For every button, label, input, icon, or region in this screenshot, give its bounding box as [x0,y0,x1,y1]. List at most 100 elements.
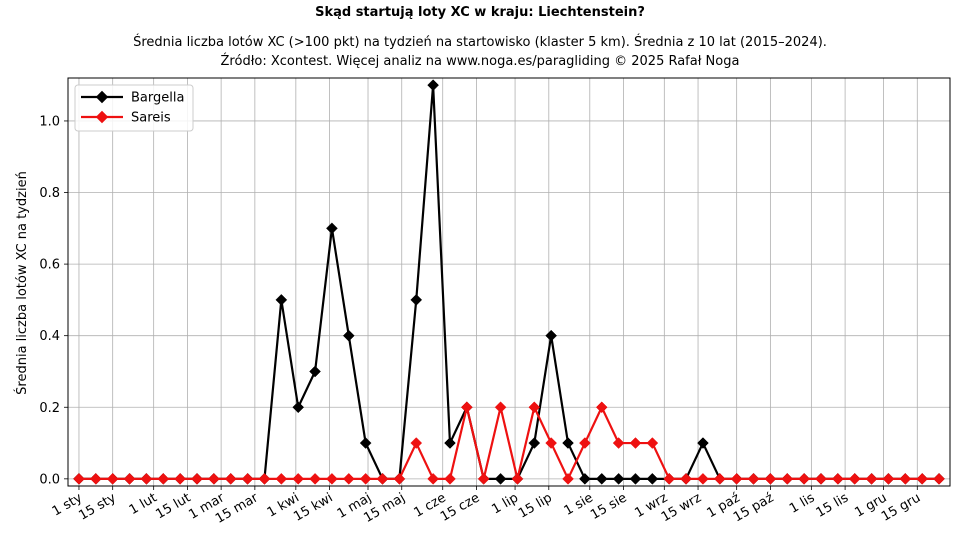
data-point-bargella [427,79,439,92]
data-point-sareis [359,472,372,485]
y-tick-label: 0.0 [39,472,60,487]
data-point-bargella [292,401,305,414]
data-point-sareis [174,472,187,485]
data-point-sareis [781,472,794,485]
data-point-sareis [241,472,254,485]
x-tick-label: 15 lip [516,490,555,521]
data-point-bargella [545,329,558,342]
data-point-bargella [528,437,541,449]
data-point-sareis [393,472,406,485]
y-tick-label: 0.6 [39,258,60,273]
plot-frame [67,77,951,487]
data-point-bargella [275,294,288,306]
y-tick-label: 0.8 [39,186,60,201]
data-point-sareis [511,472,524,485]
chart-title: Skąd startują loty XC w kraju: Liechtens… [315,5,645,20]
x-tick-label: 15 kwi [291,490,335,524]
data-point-sareis [427,472,439,485]
x-tick-label: 15 cze [438,490,482,524]
data-point-sareis [106,472,119,485]
data-point-sareis [460,401,473,414]
data-point-sareis [73,472,85,485]
data-point-sareis [899,472,912,485]
legend-marker-bargella [95,90,109,104]
data-point-sareis [275,472,288,485]
data-point-sareis [713,472,726,485]
data-point-sareis [730,472,743,485]
data-point-sareis [831,472,844,485]
data-point-sareis [224,472,237,485]
data-point-bargella [326,222,338,235]
legend-label-bargella: Bargella [131,91,184,106]
data-point-sareis [494,401,507,414]
data-point-bargella [444,437,456,449]
data-point-sareis [697,472,709,485]
data-point-bargella [309,365,321,378]
x-tick-label: 15 gru [879,490,923,524]
data-point-sareis [579,437,591,449]
x-tick-label: 15 sty [76,490,119,523]
data-point-sareis [258,472,271,485]
data-point-bargella [629,472,642,485]
y-tick-label: 1.0 [39,114,60,129]
data-point-bargella [494,472,507,485]
data-point-sareis [933,472,945,485]
data-point-sareis [444,472,456,485]
data-point-sareis [865,472,878,485]
data-point-sareis [376,472,389,485]
data-point-sareis [646,437,659,449]
data-point-bargella [342,329,355,342]
data-point-sareis [798,472,810,485]
data-point-bargella [595,472,608,485]
data-point-sareis [545,437,558,449]
data-point-bargella [697,437,709,449]
data-point-sareis [140,472,153,485]
data-point-sareis [292,472,305,485]
data-point-bargella [612,472,625,485]
series-line-bargella [78,84,940,480]
y-axis-label: Średnia liczba lotów XC na tydzień [14,171,30,395]
data-point-sareis [848,472,861,485]
series-line-sareis [78,406,940,480]
data-point-sareis [562,472,574,485]
chart-subtitle-line-2: Źródło: Xcontest. Więcej analiz na www.n… [221,53,740,69]
data-point-sareis [595,401,608,414]
data-point-sareis [629,437,642,449]
data-point-bargella [562,437,574,449]
data-point-sareis [764,472,777,485]
data-point-sareis [477,472,490,485]
data-point-sareis [612,437,625,449]
y-tick-label: 0.2 [39,401,60,416]
x-tick-label: 1 lut [127,490,160,518]
data-point-sareis [89,472,102,485]
data-point-bargella [646,472,659,485]
data-point-sareis [916,472,929,485]
legend-label-sareis: Sareis [131,111,171,126]
data-point-sareis [528,401,541,414]
data-point-sareis [309,472,321,485]
data-point-sareis [208,472,220,485]
x-tick-label: 1 lis [787,490,818,516]
x-tick-label: 15 lut [153,490,193,522]
data-point-sareis [123,472,136,485]
x-tick-label: 1 lip [489,490,521,517]
data-point-sareis [747,472,760,485]
data-point-sareis [157,472,170,485]
y-tick-label: 0.4 [39,329,60,344]
data-point-sareis [342,472,355,485]
data-point-bargella [410,294,423,306]
data-point-sareis [326,472,338,485]
data-point-sareis [191,472,203,485]
chart-subtitle-line-1: Średnia liczba lotów XC (>100 pkt) na ty… [133,34,827,50]
legend-marker-sareis [95,110,109,124]
x-tick-label: 15 lis [814,490,852,520]
data-point-sareis [815,472,827,485]
data-point-sareis [663,472,676,485]
data-point-bargella [359,437,372,449]
data-point-sareis [882,472,895,485]
x-tick-label: 15 sie [588,490,629,523]
data-point-bargella [579,472,591,485]
data-point-sareis [410,437,423,449]
